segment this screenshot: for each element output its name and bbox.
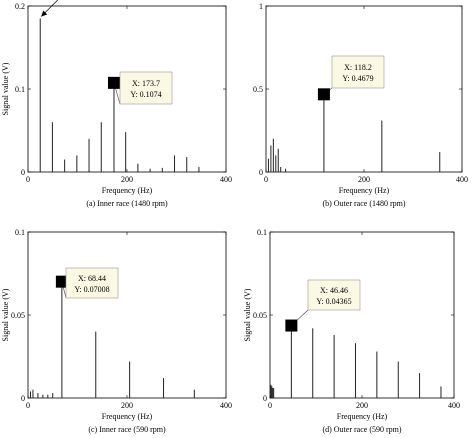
datatip-y-label: Y: 0.04365 (316, 297, 351, 306)
x-tick-label: 400 (456, 175, 468, 184)
x-tick-label: 400 (448, 401, 460, 410)
x-axis-label: Frequency (Hz) (337, 412, 388, 421)
panel-caption: (a) Inner race (1480 rpm) (86, 199, 168, 208)
datatip-x-label: X: 46.46 (320, 286, 348, 295)
x-axis-label: Frequency (Hz) (102, 186, 153, 195)
annotation-arrow (40, 0, 59, 17)
datatip-x-label: X: 118.2 (344, 63, 372, 72)
panel-caption: (d) Outer race (590 rpm) (322, 425, 401, 434)
x-tick-label: 0 (26, 401, 30, 410)
panel-caption: (c) Inner race (590 rpm) (88, 425, 166, 434)
chart-panel-1: 0 200 400 0 0.1 0.2 Frequency (Hz) Signal value… (1, 0, 232, 208)
datatip-y-label: Y: 0.1074 (130, 90, 161, 99)
arrow-head-icon (41, 10, 48, 17)
datatip-x-label: X: 173.7 (132, 79, 160, 88)
x-tick-label: 0 (264, 175, 268, 184)
plot-frame (265, 5, 463, 173)
datatip-marker[interactable] (285, 319, 298, 332)
panel-caption: (b) Outer race (1480 rpm) (322, 199, 405, 208)
datatip-marker[interactable] (55, 275, 68, 288)
plot-frame (27, 231, 227, 399)
datatip-marker[interactable] (107, 76, 120, 89)
y-tick-label: 0 (259, 168, 263, 177)
y-tick-label: 0 (21, 168, 25, 177)
datatip-x-label: X: 68.44 (78, 274, 106, 283)
y-tick-label: 0.05 (11, 311, 25, 320)
y-tick-label: 0.5 (253, 85, 263, 94)
x-tick-label: 200 (121, 401, 133, 410)
x-axis-label: Frequency (Hz) (339, 186, 390, 195)
plot-frame (269, 231, 455, 399)
datatip-marker[interactable] (317, 88, 330, 101)
x-tick-label: 0 (268, 401, 272, 410)
y-tick-label: 0.1 (257, 228, 267, 237)
datatip-y-label: Y: 0.07008 (74, 285, 109, 294)
y-tick-label: 0.2 (15, 2, 25, 11)
y-tick-label: 1 (259, 2, 263, 11)
chart-panel-4: 0 200 400 0 0.05 0.1 Frequency (Hz) Signal valu… (243, 228, 460, 434)
chart-panel-2: 0 200 400 0 0.5 1 Frequency (Hz) X: 118.2 Y: 0.4… (253, 2, 468, 208)
x-tick-label: 0 (26, 175, 30, 184)
y-axis-label: Signal value (V) (1, 62, 10, 115)
x-tick-label: 400 (220, 401, 232, 410)
x-axis-label: Frequency (Hz) (102, 412, 153, 421)
y-tick-label: 0.1 (15, 228, 25, 237)
y-axis-label: Signal value (V) (243, 288, 252, 341)
x-tick-label: 200 (356, 401, 368, 410)
y-tick-label: 0 (21, 394, 25, 403)
y-axis-label: Signal value (V) (1, 288, 10, 341)
datatip-box (119, 71, 173, 105)
chart-panel-3: 0 200 400 0 0.05 0.1 Frequency (Hz) Signal valu… (1, 228, 232, 434)
datatip-box (331, 55, 385, 89)
datatip-box (307, 279, 361, 311)
datatip-box (65, 267, 119, 299)
y-tick-label: 0 (263, 394, 267, 403)
x-tick-label: 200 (121, 175, 133, 184)
datatip-y-label: Y: 0.4679 (342, 74, 373, 83)
x-tick-label: 400 (220, 175, 232, 184)
y-tick-label: 0.1 (15, 85, 25, 94)
y-tick-label: 0.05 (253, 311, 267, 320)
x-tick-label: 200 (358, 175, 370, 184)
